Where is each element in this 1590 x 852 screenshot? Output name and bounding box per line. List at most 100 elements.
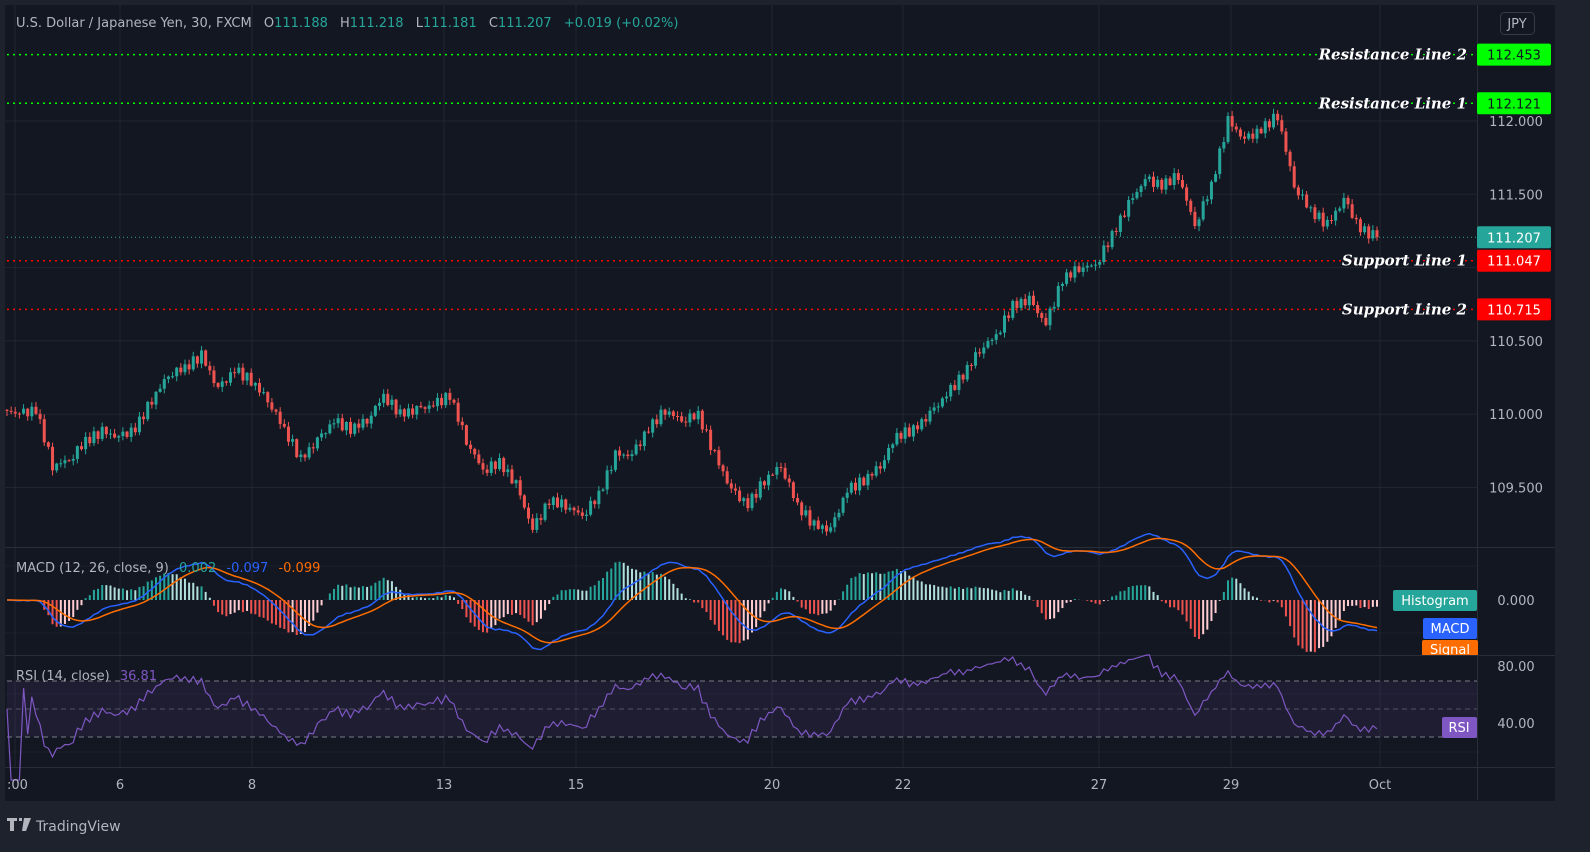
candle <box>191 351 195 372</box>
candle <box>456 398 460 426</box>
candle <box>1238 127 1242 140</box>
candle <box>663 408 667 420</box>
candle-body <box>874 466 878 476</box>
candle-body <box>1317 212 1321 220</box>
rsi-tag-label: RSI <box>1448 721 1469 736</box>
candle <box>1164 175 1168 195</box>
tradingview-logo[interactable]: TradingView <box>7 818 121 835</box>
candle <box>601 487 605 492</box>
candle <box>278 407 282 429</box>
candle-body <box>13 411 17 414</box>
candle <box>315 436 319 452</box>
candle <box>613 449 617 473</box>
candle <box>853 477 857 495</box>
candle <box>1313 204 1317 223</box>
candle <box>510 465 514 485</box>
candle-body <box>419 405 423 408</box>
candle-body <box>891 444 895 448</box>
candle <box>46 441 50 450</box>
candle-body <box>460 421 464 426</box>
candle-body <box>100 426 104 439</box>
time-axis[interactable]: :00 6 8 13 15 20 22 27 29 Oct <box>7 778 1391 793</box>
candle <box>895 428 899 447</box>
candle-body <box>1280 120 1284 132</box>
candle-body <box>725 471 729 484</box>
candle-body <box>560 499 564 508</box>
candle-body <box>953 384 957 390</box>
candle-body <box>605 470 609 490</box>
candle <box>1002 310 1006 338</box>
candle <box>787 474 791 488</box>
candle-body <box>1329 219 1333 221</box>
candle <box>1288 149 1292 172</box>
candle <box>903 422 907 444</box>
candle-body <box>1073 266 1077 278</box>
rsi-title: RSI (14, close) <box>16 669 110 684</box>
candle <box>117 434 121 443</box>
candle <box>1073 261 1077 283</box>
candle <box>1189 198 1193 216</box>
candle-body <box>601 489 605 491</box>
currency-button[interactable]: JPY <box>1500 12 1535 35</box>
candle-body <box>796 498 800 503</box>
candle <box>291 434 295 447</box>
candle <box>1027 291 1031 311</box>
candle-body <box>328 424 332 434</box>
candle <box>423 406 427 414</box>
candle <box>862 476 866 487</box>
candle-body <box>721 465 725 472</box>
candle <box>320 429 324 441</box>
candle <box>816 516 820 530</box>
candle <box>1214 170 1218 183</box>
candle <box>870 472 874 480</box>
candle <box>92 426 96 446</box>
candle <box>42 414 46 446</box>
candle-body <box>1325 219 1329 227</box>
candle-body <box>506 469 510 473</box>
price-axis-tick: 110.500 <box>1489 335 1543 350</box>
candle <box>378 398 382 411</box>
candle <box>990 338 994 346</box>
candle-body <box>291 439 295 442</box>
candle-body <box>1065 272 1069 284</box>
candle-body <box>1172 173 1176 185</box>
candle-body <box>444 392 448 406</box>
candle-body <box>1102 245 1106 262</box>
candle <box>286 421 290 446</box>
candle <box>233 367 237 378</box>
candle-body <box>916 425 920 430</box>
candle <box>953 379 957 391</box>
candle <box>696 406 700 425</box>
candle-body <box>584 514 588 516</box>
candle <box>1305 190 1309 209</box>
candle-body <box>473 448 477 455</box>
resistance-price-tag-label: 112.453 <box>1487 49 1541 64</box>
candle <box>26 407 30 421</box>
candle-body <box>833 517 837 528</box>
change-value: +0.019 (+0.02%) <box>564 16 679 31</box>
candle <box>767 470 771 491</box>
candle-body <box>1205 199 1209 202</box>
candle-body <box>59 463 63 465</box>
candle-body <box>1048 308 1052 326</box>
candle-body <box>1180 180 1184 188</box>
candle-body <box>1193 211 1197 227</box>
candle <box>125 430 129 439</box>
candle-body <box>253 382 257 386</box>
candle-body <box>448 392 452 400</box>
candle <box>1114 227 1118 236</box>
candle-body <box>568 507 572 510</box>
candle <box>1263 117 1267 139</box>
candle-body <box>336 418 340 424</box>
resistance-price-tag-bg <box>1477 92 1551 115</box>
candle-body <box>204 350 208 366</box>
candle-body <box>307 447 311 458</box>
candle <box>373 404 377 418</box>
candle-body <box>1251 133 1255 139</box>
candle <box>982 342 986 359</box>
candle <box>452 398 456 405</box>
candle <box>725 466 729 485</box>
price-axis[interactable]: 112.000 111.500 110.500 110.000 109.500 111.2… <box>1477 43 1551 497</box>
candle-body <box>920 419 924 430</box>
